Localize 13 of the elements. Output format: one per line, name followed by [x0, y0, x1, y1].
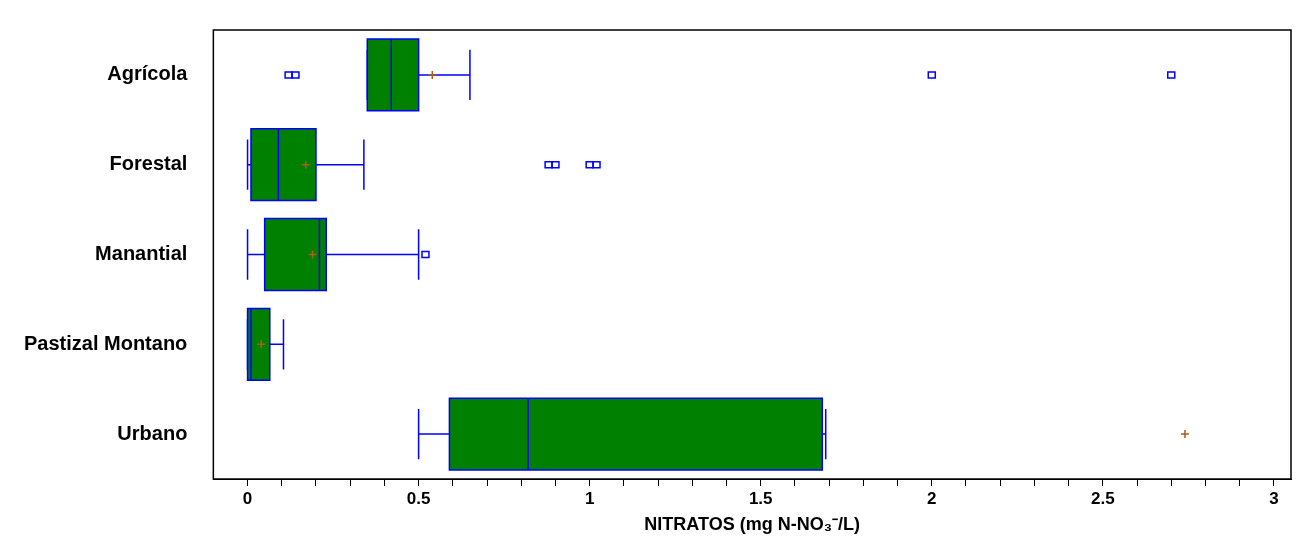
y-tick-label: Forestal	[109, 152, 188, 175]
x-tick-label: 0.5	[406, 488, 431, 508]
y-tick-label: Urbano	[117, 421, 188, 444]
x-tick-label: 2	[927, 488, 937, 508]
x-tick-label: 1	[584, 488, 595, 508]
x-tick-label: 3	[1269, 488, 1279, 508]
x-tick-label: 2.5	[1091, 488, 1115, 508]
x-tick-label: 1.5	[748, 488, 773, 508]
x-axis-title: NITRATOS (mg N-NO₃⁻/L)	[644, 514, 860, 535]
y-tick-label: Agrícola	[107, 62, 189, 85]
x-tick-label: 0	[242, 488, 253, 508]
y-tick-label: Pastizal Montano	[23, 331, 188, 354]
y-tick-label: Manantial	[95, 242, 188, 265]
